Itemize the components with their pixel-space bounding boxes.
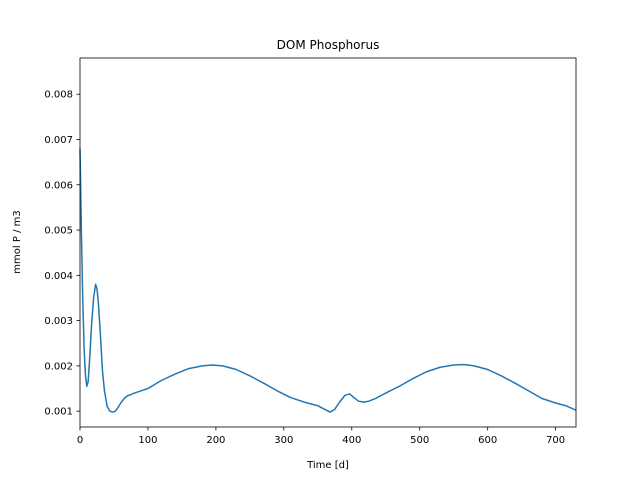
x-tick-label: 600 xyxy=(478,435,497,446)
plot-area-frame xyxy=(79,57,577,428)
y-axis-label: mmol P / m3 xyxy=(12,210,23,273)
y-tick-label: 0.008 xyxy=(44,90,73,101)
x-axis-label: Time [d] xyxy=(306,460,349,471)
series-line-0 xyxy=(79,148,577,413)
x-tick-label: 400 xyxy=(342,435,361,446)
x-tick-label: 300 xyxy=(274,435,293,446)
x-tick-label: 0 xyxy=(77,435,83,446)
y-tick-label: 0.004 xyxy=(44,271,73,282)
y-tick-label: 0.007 xyxy=(44,135,73,146)
y-tick-label: 0.002 xyxy=(44,361,73,372)
x-axis-ticks: 0 100 200 300 400 500 600 700 xyxy=(77,427,565,446)
y-tick-label: 0.003 xyxy=(44,316,73,327)
y-tick-label: 0.001 xyxy=(44,407,73,418)
chart-title: DOM Phosphorus xyxy=(277,38,380,52)
y-axis-ticks: 0.001 0.002 0.003 0.004 0.005 0.006 0.007 0.008 xyxy=(44,90,80,418)
x-tick-label: 100 xyxy=(138,435,157,446)
plot-content xyxy=(79,148,577,413)
y-tick-label: 0.005 xyxy=(44,226,73,237)
y-tick-label: 0.006 xyxy=(44,180,73,191)
x-tick-label: 500 xyxy=(410,435,429,446)
x-tick-label: 700 xyxy=(546,435,565,446)
x-tick-label: 200 xyxy=(206,435,225,446)
